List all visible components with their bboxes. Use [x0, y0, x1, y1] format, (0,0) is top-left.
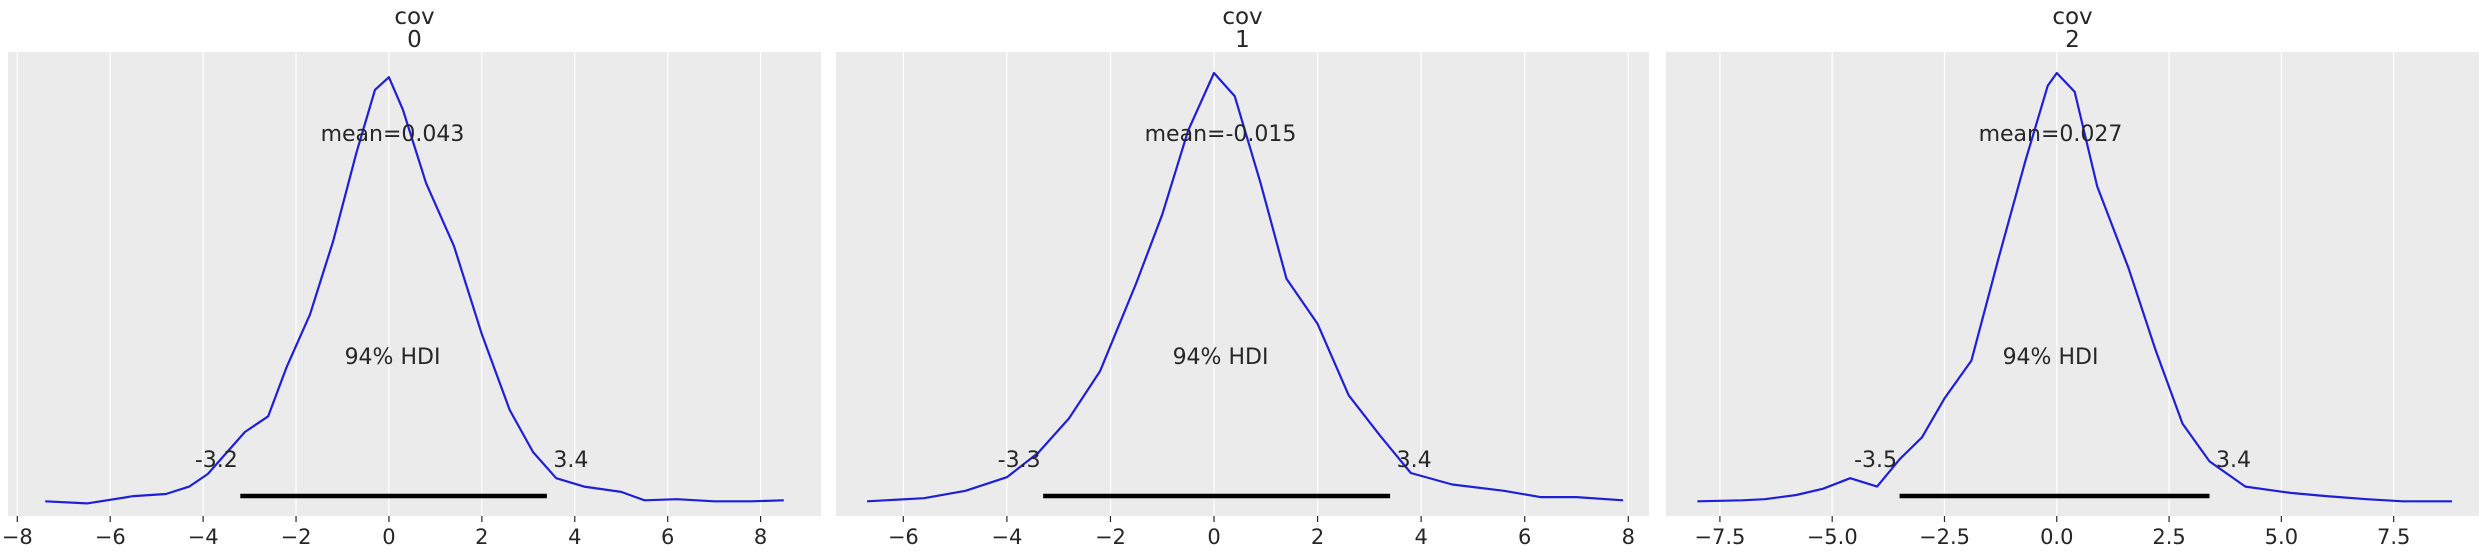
x-tick-label: 8 — [754, 525, 767, 549]
hdi-low-label: -3.3 — [998, 448, 1041, 473]
x-tick-label: 0 — [382, 525, 395, 549]
kde-line — [45, 76, 784, 505]
x-tick-label: 4 — [1414, 525, 1427, 549]
plot-area — [1666, 52, 2479, 516]
hdi-high-label: 3.4 — [1397, 448, 1432, 473]
x-tick-label: 4 — [568, 525, 581, 549]
hdi-low-label: -3.5 — [1854, 448, 1897, 473]
mean-label: mean=-0.015 — [1145, 122, 1297, 147]
x-tick-label: −4 — [991, 525, 1022, 549]
x-tick-label: 7.5 — [2377, 525, 2410, 549]
x-tick-label: 8 — [1622, 525, 1635, 549]
hdi-label: 94% HDI — [1173, 345, 1269, 370]
panel-title-index: 1 — [1235, 27, 1250, 53]
x-tick-label: 6 — [1518, 525, 1531, 549]
mean-label: mean=0.043 — [321, 122, 465, 147]
x-tick-label: 2.5 — [2152, 525, 2185, 549]
x-tick-label: 2 — [475, 525, 488, 549]
x-tick-label: −2 — [1095, 525, 1126, 549]
x-tick-label: −8 — [2, 525, 33, 549]
x-tick-label: −5.0 — [1807, 525, 1858, 549]
x-tick-label: −7.5 — [1694, 525, 1745, 549]
plot-area — [836, 52, 1649, 516]
plot-area — [8, 52, 821, 516]
panel-title-var: cov — [2052, 4, 2092, 30]
x-tick-label: 6 — [661, 525, 674, 549]
x-tick-label: 2 — [1311, 525, 1324, 549]
panel-title-index: 2 — [2065, 27, 2080, 53]
x-tick-label: 0 — [1207, 525, 1220, 549]
kde-line — [1697, 71, 2452, 503]
x-tick-label: 0.0 — [2040, 525, 2073, 549]
x-tick-label: −6 — [95, 525, 126, 549]
panel-title-index: 0 — [407, 27, 422, 53]
panel-title-var: cov — [394, 4, 434, 30]
hdi-low-label: -3.2 — [195, 448, 238, 473]
mean-label: mean=0.027 — [1979, 122, 2123, 147]
x-tick-label: −4 — [188, 525, 219, 549]
hdi-high-label: 3.4 — [553, 448, 588, 473]
hdi-label: 94% HDI — [345, 345, 441, 370]
x-tick-label: −2.5 — [1919, 525, 1970, 549]
kde-line — [867, 71, 1624, 503]
x-tick-label: −2 — [281, 525, 312, 549]
hdi-label: 94% HDI — [2003, 345, 2099, 370]
panel-title-var: cov — [1222, 4, 1262, 30]
x-tick-label: −6 — [888, 525, 919, 549]
x-tick-label: 5.0 — [2265, 525, 2298, 549]
hdi-high-label: 3.4 — [2216, 448, 2251, 473]
